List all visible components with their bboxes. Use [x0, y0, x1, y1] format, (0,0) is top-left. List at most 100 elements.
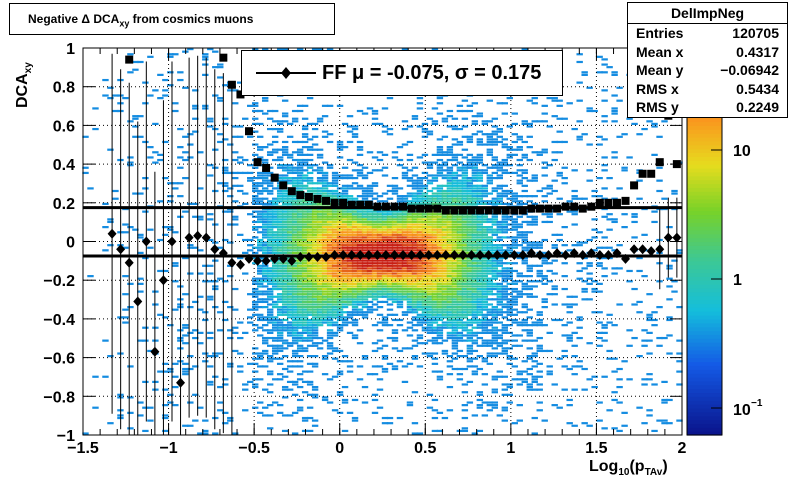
heat-cell [531, 174, 538, 177]
heat-cell [291, 349, 299, 353]
heat-cell [291, 282, 299, 285]
heat-cell [286, 267, 294, 270]
heat-cell [491, 220, 499, 224]
heat-cell [351, 275, 359, 278]
heat-cell [441, 416, 449, 420]
heat-cell [326, 238, 334, 242]
heat-cell [137, 414, 144, 417]
heat-cell [566, 336, 573, 340]
heat-cell [531, 264, 538, 267]
heat-cell [366, 184, 374, 187]
heat-cell [406, 285, 414, 288]
heat-cell [386, 231, 394, 234]
heat-cell [521, 360, 528, 363]
heat-cell [257, 256, 264, 260]
heat-cell [596, 135, 603, 138]
heat-cell [446, 200, 454, 203]
heat-cell [291, 184, 299, 187]
heat-cell [102, 249, 109, 252]
heat-cell [666, 422, 673, 425]
heat-cell [326, 267, 334, 270]
heat-cell [177, 146, 184, 149]
heat-cell [486, 226, 494, 229]
heat-cell [406, 195, 414, 198]
heat-cell [471, 161, 479, 164]
heat-cell [581, 241, 588, 244]
heat-cell [436, 223, 444, 226]
heat-cell [426, 218, 434, 221]
heat-cell [311, 267, 319, 270]
heat-cell [471, 298, 479, 301]
heat-cell [296, 360, 304, 363]
heat-cell [611, 156, 618, 159]
heat-cell [361, 280, 369, 283]
heat-cell [311, 269, 319, 273]
heat-cell [501, 171, 508, 175]
heat-cell [281, 236, 289, 239]
heat-cell [316, 213, 324, 216]
heat-cell [661, 422, 668, 425]
heat-cell [676, 251, 683, 255]
heat-cell [451, 218, 459, 221]
heat-cell [471, 262, 479, 265]
heat-cell [316, 298, 324, 301]
heat-cell [491, 117, 499, 120]
heat-cell [237, 336, 244, 340]
heat-cell [187, 401, 194, 404]
heat-cell [247, 316, 254, 319]
heat-cell [351, 223, 359, 226]
heat-cell [476, 311, 484, 314]
heat-cell [371, 228, 379, 231]
heat-cell [521, 275, 528, 278]
heat-cell [526, 295, 533, 298]
heat-cell [446, 316, 454, 319]
heat-cell [306, 218, 314, 221]
heat-cell [486, 362, 494, 365]
heat-cell [346, 125, 354, 128]
heat-cell [281, 275, 289, 278]
heat-cell [182, 151, 189, 154]
heat-cell [616, 378, 623, 381]
heat-cell [426, 303, 434, 306]
heat-cell [291, 334, 299, 337]
heat-cell [331, 409, 339, 412]
heat-cell [391, 156, 399, 159]
heat-cell [311, 223, 319, 226]
heat-cell [301, 262, 309, 265]
heat-cell [501, 342, 508, 345]
heat-cell [311, 143, 319, 146]
heat-cell [441, 285, 449, 288]
heat-cell [501, 275, 508, 278]
heat-cell [247, 362, 254, 365]
heat-cell [162, 226, 169, 229]
heat-cell [456, 251, 464, 255]
heat-cell [451, 275, 459, 278]
heat-cell [311, 210, 319, 213]
heat-cell [366, 231, 374, 234]
heat-cell [157, 73, 164, 76]
heat-cell [376, 244, 384, 247]
heat-cell [232, 215, 239, 218]
heat-cell [426, 290, 434, 293]
heat-cell [501, 112, 508, 115]
heat-cell [436, 215, 444, 218]
heat-cell [341, 233, 349, 236]
heat-cell [461, 238, 469, 242]
heat-cell [551, 99, 558, 102]
heat-cell [207, 164, 214, 167]
heat-cell [266, 213, 274, 216]
heat-cell [157, 200, 164, 203]
heat-cell [456, 233, 464, 236]
heat-cell [401, 264, 409, 267]
heat-cell [406, 311, 414, 314]
heat-cell [177, 166, 184, 169]
heat-cell [252, 352, 259, 355]
heat-cell [321, 373, 329, 376]
heat-cell [371, 169, 379, 172]
heat-cell [611, 197, 618, 200]
heat-cell [451, 174, 459, 177]
heat-cell [401, 120, 409, 123]
heat-cell [491, 316, 499, 319]
heat-cell [331, 238, 339, 242]
heat-cell [301, 280, 309, 283]
